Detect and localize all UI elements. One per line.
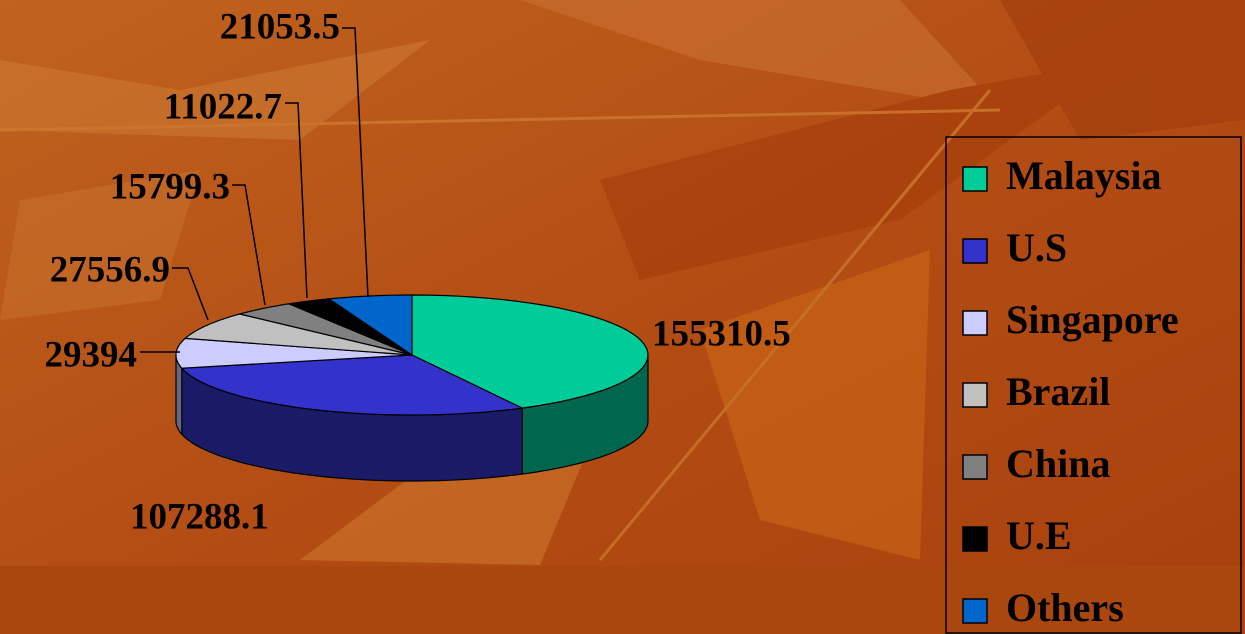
legend-label: Others — [1006, 585, 1124, 630]
legend-swatch — [962, 598, 988, 624]
leader-line — [172, 267, 209, 321]
legend-swatch — [962, 454, 988, 480]
leader-line — [285, 102, 308, 299]
pie — [175, 294, 649, 482]
pie-slice — [288, 298, 413, 356]
legend-label: Malaysia — [1006, 153, 1162, 198]
footer-band — [0, 566, 1245, 634]
legend-label: U.S — [1006, 225, 1067, 270]
legend-swatch — [962, 238, 988, 264]
value-label: 11022.7 — [164, 86, 282, 127]
pie-slice — [327, 294, 413, 357]
value-label: 29394 — [45, 334, 138, 375]
value-label: 15799.3 — [110, 166, 230, 207]
legend-label: U.E — [1006, 513, 1072, 558]
pie-slice — [180, 354, 525, 416]
legend-swatch — [962, 166, 988, 192]
pie-slice — [183, 313, 413, 356]
legend: Malaysia U.S Singapore Brazil China U.E Others — [962, 153, 1179, 630]
legend-swatch — [962, 526, 988, 552]
pie-slice — [175, 337, 413, 369]
value-label: 107288.1 — [130, 496, 269, 537]
leader-line — [342, 27, 369, 298]
value-label: 155310.5 — [652, 313, 791, 354]
value-label: 27556.9 — [50, 249, 170, 290]
value-labels: 155310.5 107288.1 29394 27556.9 15799.3 11022… — [45, 6, 791, 537]
legend-label: China — [1006, 441, 1111, 486]
legend-label: Brazil — [1006, 369, 1110, 414]
value-label: 21053.5 — [220, 6, 340, 47]
pie-slice — [239, 303, 413, 356]
legend-box — [945, 136, 1242, 634]
legend-swatch — [962, 382, 988, 408]
legend-swatch — [962, 310, 988, 336]
background-leaves — [0, 0, 1245, 565]
leader-line — [232, 184, 266, 306]
pie-slice — [411, 294, 649, 409]
legend-label: Singapore — [1006, 297, 1179, 342]
